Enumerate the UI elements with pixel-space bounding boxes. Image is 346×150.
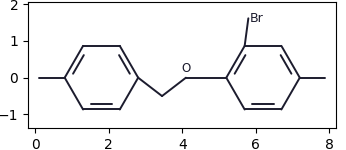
Text: O: O xyxy=(181,62,191,75)
Text: Br: Br xyxy=(250,12,264,25)
